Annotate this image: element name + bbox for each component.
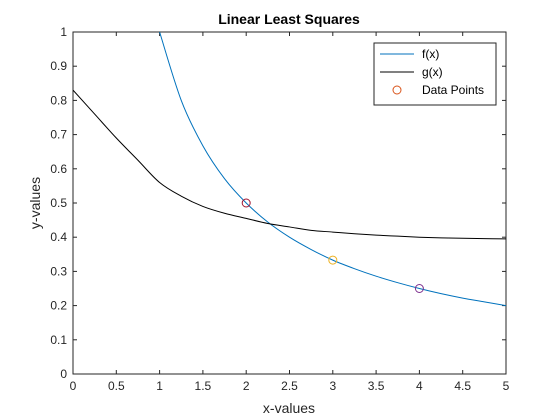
- x-tick-label: 1.5: [195, 379, 212, 393]
- x-tick-label: 4.5: [454, 379, 471, 393]
- y-tick-label: 0.9: [50, 59, 67, 73]
- legend-label-f-x: f(x): [422, 47, 439, 61]
- chart-title: Linear Least Squares: [218, 11, 360, 27]
- series-group: [73, 32, 506, 307]
- y-tick-label: 0.4: [50, 230, 67, 244]
- x-tick-label: 5: [503, 379, 510, 393]
- legend-swatch-data-points: [392, 85, 402, 95]
- legend-label-g-x: g(x): [422, 65, 443, 79]
- data-point-marker: [414, 284, 424, 293]
- x-tick-label: 2: [243, 379, 250, 393]
- legend-label-data-points: Data Points: [422, 83, 484, 97]
- y-tick-label: 0.3: [50, 264, 67, 278]
- x-tick-label: 1: [156, 379, 163, 393]
- x-tick-label: 4: [416, 379, 423, 393]
- data-point-marker: [328, 255, 338, 265]
- x-tick-label: 0.5: [108, 379, 125, 393]
- y-axis-label: y-values: [27, 177, 43, 229]
- x-tick-label: 2.5: [281, 379, 298, 393]
- data-point-marker: [241, 198, 251, 208]
- series-line-g-x: [73, 89, 506, 240]
- legend-box: [373, 42, 497, 106]
- y-tick-label: 0.8: [50, 93, 67, 107]
- y-tick-label: 0.6: [50, 162, 67, 176]
- y-tick-label: 0: [60, 367, 67, 381]
- y-tick-label: 0.5: [50, 196, 67, 210]
- x-tick-label: 3.5: [368, 379, 385, 393]
- y-tick-label: 0.1: [50, 333, 67, 347]
- x-tick-label: 3: [329, 379, 336, 393]
- x-axis-label: x-values: [263, 400, 315, 416]
- series-line-f-x: [159, 32, 506, 307]
- y-tick-label: 0.7: [50, 128, 67, 142]
- x-tick-label: 0: [70, 379, 77, 393]
- y-tick-label: 0.2: [50, 299, 67, 313]
- y-tick-label: 1: [60, 25, 67, 39]
